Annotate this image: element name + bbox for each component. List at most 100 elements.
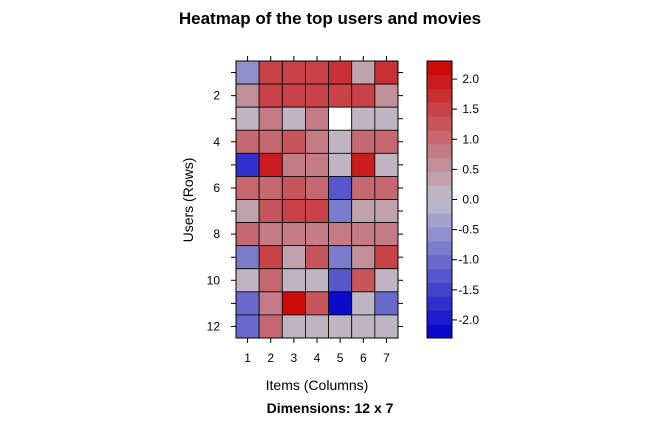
heatmap-cell: [374, 199, 399, 223]
heatmap-cell: [281, 222, 306, 247]
heatmap-cell: [258, 222, 283, 247]
legend-band: [427, 241, 452, 256]
y-tick-label: 10: [207, 273, 221, 287]
heatmap-cell: [281, 268, 306, 293]
heatmap-cell: [281, 245, 306, 270]
heatmap-cell: [351, 83, 376, 108]
legend-tick-label: -1.5: [458, 283, 479, 297]
heatmap-cell: [305, 314, 329, 339]
heatmap-cell: [281, 106, 306, 131]
heatmap-cell: [305, 199, 329, 223]
legend-tick-label: 1.5: [462, 102, 479, 116]
heatmap-cell: [374, 60, 399, 85]
heatmap-cell: [258, 199, 283, 223]
heatmap-cell: [235, 152, 260, 177]
heatmap-cell: [281, 176, 306, 200]
heatmap-cell: [235, 106, 260, 131]
legend-band: [427, 116, 452, 131]
chart-title: Heatmap of the top users and movies: [179, 9, 481, 28]
heatmap-cell: [328, 291, 353, 316]
legend-band: [427, 102, 452, 117]
legend-tick-label: 1.0: [462, 132, 479, 146]
legend-tick-label: 0.0: [462, 193, 479, 207]
heatmap-cell: [235, 291, 260, 316]
heatmap-cell: [258, 60, 283, 85]
heatmap-cell: [374, 83, 399, 108]
legend-band: [427, 227, 452, 242]
heatmap-cell: [305, 268, 329, 293]
legend-band: [427, 61, 452, 76]
legend-band: [427, 185, 452, 200]
color-legend: 2.0 1.5 1.0 0.5 0.0 -0.5 -1.0 -1.5 -2.0: [426, 60, 479, 339]
heatmap-cell: [374, 152, 399, 177]
heatmap-cell: [258, 291, 283, 316]
heatmap-cell: [374, 268, 399, 293]
legend-band: [427, 199, 452, 214]
heatmap-cell: [235, 60, 260, 85]
heatmap-cell: [258, 268, 283, 293]
heatmap-cell: [351, 129, 376, 154]
heatmap-cell: [258, 106, 283, 131]
heatmap-cell: [374, 245, 399, 270]
heatmap-cell: [235, 83, 260, 108]
chart-subtitle: Dimensions: 12 x 7: [267, 400, 394, 416]
x-tick-label: 4: [314, 351, 321, 365]
legend-band: [427, 310, 452, 325]
heatmap-cell: [305, 106, 329, 131]
x-tick-label: 3: [291, 351, 298, 365]
legend-band: [427, 74, 452, 89]
heatmap-cell: [305, 222, 329, 247]
heatmap-cell: [351, 314, 376, 339]
legend-band: [427, 282, 452, 297]
heatmap-cell: [351, 222, 376, 247]
heatmap-cell: [281, 291, 306, 316]
heatmap-cell: [374, 222, 399, 247]
heatmap-cell: [235, 245, 260, 270]
heatmap-cells: [235, 60, 399, 339]
heatmap-cell: [328, 199, 353, 223]
legend-band: [427, 157, 452, 173]
legend-band: [427, 171, 452, 186]
legend-band: [427, 324, 452, 339]
heatmap-cell: [328, 314, 353, 339]
heatmap-cell: [328, 83, 353, 108]
x-tick-label: 5: [337, 351, 344, 365]
heatmap-cell: [351, 152, 376, 177]
heatmap-cell: [305, 129, 329, 154]
legend-band: [427, 254, 452, 270]
heatmap-cell: [351, 245, 376, 270]
legend-band: [427, 268, 452, 283]
heatmap-cell: [258, 129, 283, 154]
heatmap-cell: [328, 152, 353, 177]
heatmap-cell: [328, 106, 353, 131]
legend-band: [427, 296, 452, 311]
heatmap-cell: [374, 129, 399, 154]
heatmap-cell: [235, 268, 260, 293]
heatmap-cell: [305, 291, 329, 316]
heatmap-cell: [351, 199, 376, 223]
heatmap-cell: [328, 176, 353, 200]
heatmap-cell: [235, 199, 260, 223]
y-tick-label: 8: [213, 227, 220, 241]
legend-tick-label: -1.0: [458, 253, 479, 267]
heatmap-cell: [374, 291, 399, 316]
heatmap-cell: [235, 314, 260, 339]
x-tick-label: 2: [267, 351, 274, 365]
y-tick-label: 4: [213, 135, 220, 149]
heatmap-cell: [351, 291, 376, 316]
heatmap-cell: [305, 152, 329, 177]
x-tick-label: 1: [244, 351, 251, 365]
heatmap-cell: [351, 60, 376, 85]
heatmap-cell: [351, 176, 376, 200]
x-tick-label: 6: [360, 351, 367, 365]
legend-tick-label: 2.0: [462, 72, 479, 86]
heatmap-cell: [235, 129, 260, 154]
heatmap-cell: [328, 245, 353, 270]
heatmap-cell: [235, 176, 260, 200]
heatmap-cell: [305, 245, 329, 270]
y-tick-label: 2: [213, 89, 220, 103]
heatmap-cell: [351, 106, 376, 131]
legend-band: [427, 88, 452, 103]
